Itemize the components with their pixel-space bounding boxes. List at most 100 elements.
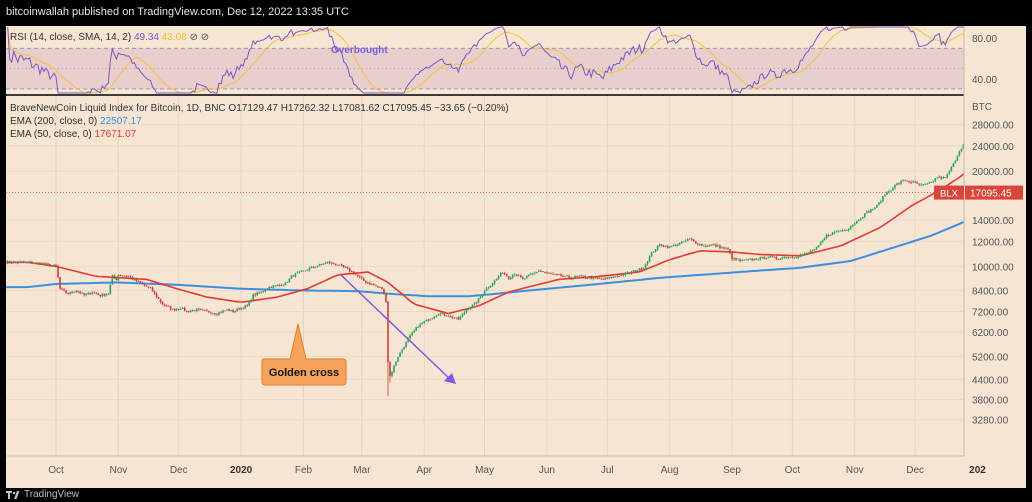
time-tick-label: 2020 (230, 465, 253, 476)
ema50-legend-label: EMA (50, close, 0) (10, 129, 94, 140)
candle (606, 277, 609, 279)
candle-body (845, 230, 848, 232)
candle-body (369, 282, 371, 285)
candle (862, 216, 864, 219)
candle (950, 165, 953, 172)
candle-body (198, 308, 200, 310)
candle (672, 243, 675, 247)
candle (853, 222, 856, 226)
candle (244, 304, 246, 310)
candle (451, 315, 454, 320)
candle-body (363, 278, 365, 281)
candle (55, 263, 57, 267)
candle (266, 288, 269, 291)
candle (733, 256, 735, 261)
candle (346, 266, 349, 270)
candle-body (441, 313, 444, 314)
candle (357, 274, 359, 278)
candle (14, 261, 17, 264)
candle (85, 293, 87, 297)
candle (596, 276, 599, 280)
candle (930, 181, 933, 183)
candle-body (109, 284, 112, 295)
candle (475, 301, 478, 305)
candle (578, 274, 580, 277)
candle-body (914, 181, 916, 183)
candle (135, 277, 138, 282)
candle (395, 361, 397, 367)
candle-body (870, 209, 872, 213)
candle (952, 163, 955, 168)
price-legend-title: BraveNewCoin Liquid Index for Bitcoin, 1… (10, 103, 509, 114)
time-tick-label: Dec (170, 465, 188, 476)
candle (457, 316, 460, 321)
candle (654, 248, 657, 253)
candle (544, 271, 546, 274)
candle (99, 294, 102, 298)
candle (338, 264, 341, 266)
candle-body (437, 314, 440, 316)
candle (177, 308, 180, 311)
candle (584, 274, 586, 280)
candle (560, 273, 562, 277)
candle (554, 273, 556, 276)
candle-body (258, 292, 261, 294)
candle-body (731, 253, 733, 260)
candle-body (252, 294, 254, 301)
candle-body (771, 256, 774, 258)
candle-body (797, 256, 800, 258)
candle-body (485, 288, 488, 292)
candle (403, 346, 405, 350)
candle (632, 269, 635, 273)
candle (650, 251, 653, 257)
candle-body (753, 258, 755, 261)
candle-body (336, 265, 339, 266)
candle (413, 329, 415, 333)
candle-body (530, 274, 532, 275)
candle-body (473, 302, 476, 305)
candle-body (483, 291, 486, 295)
candle (507, 276, 510, 280)
candle-body (465, 309, 468, 313)
candle (308, 266, 311, 272)
publisher-bar: bitcoinwallah published on TradingView.c… (0, 0, 1032, 26)
candle (200, 308, 202, 310)
candle (340, 263, 343, 267)
candle-body (397, 356, 399, 362)
candle (912, 180, 914, 184)
candle (107, 293, 110, 295)
candle-body (946, 173, 949, 178)
candle-body (169, 306, 172, 310)
candle-body (312, 266, 315, 268)
candle-body (405, 341, 407, 347)
chart-area[interactable]: 80.00 40.00 BTC 28000.00 24000.00 20000.00 140… (6, 26, 1026, 488)
candle-body (103, 293, 106, 296)
candle-body (107, 294, 110, 295)
candle (302, 270, 305, 272)
candle (161, 301, 164, 305)
rsi-sma-value: 43.08 (162, 32, 190, 43)
candle (938, 175, 941, 179)
candle (393, 365, 395, 374)
candle-body (831, 232, 834, 236)
candle-body (743, 259, 745, 261)
candle (586, 276, 588, 279)
candle (258, 291, 261, 295)
candle (608, 276, 611, 280)
candle (831, 231, 834, 236)
candle (558, 274, 560, 276)
candle (365, 280, 367, 285)
candle (214, 313, 216, 316)
candle (729, 248, 731, 255)
candle (540, 269, 542, 272)
candle-body (550, 273, 552, 275)
candle-body (670, 246, 673, 248)
candle (165, 304, 168, 307)
candle-body (115, 277, 118, 281)
candle-body (310, 266, 313, 269)
candle (423, 320, 425, 325)
candle-body (232, 309, 234, 313)
candle-body (910, 181, 912, 183)
candle-body (843, 230, 846, 231)
candle-body (783, 256, 786, 258)
